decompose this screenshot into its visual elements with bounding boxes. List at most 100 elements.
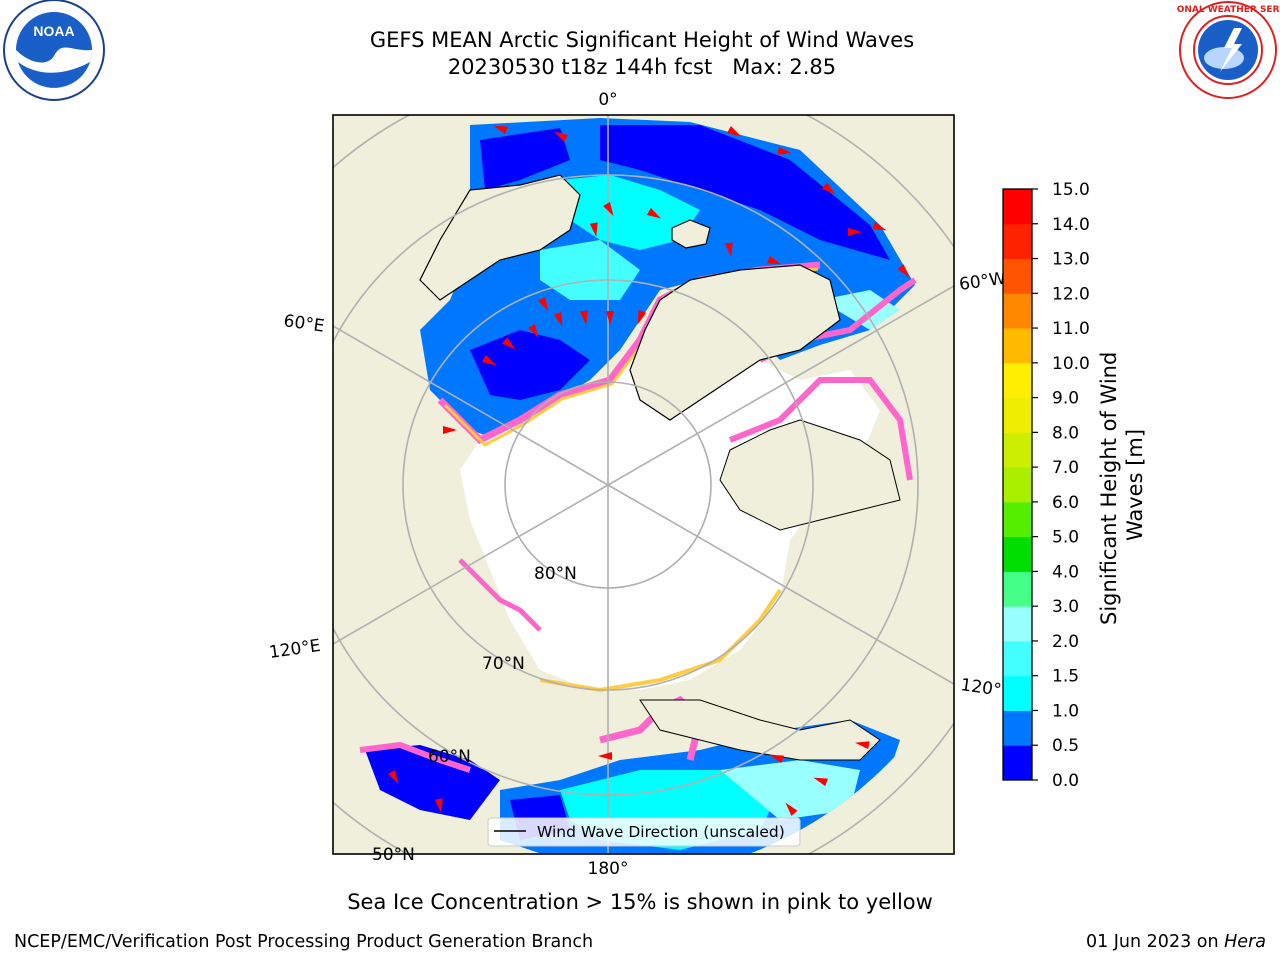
meridian-60w — [607, 285, 954, 486]
lat-label-80n: 80°N — [534, 564, 577, 584]
colorbar-swatch — [1003, 745, 1032, 781]
meridian-120e — [333, 484, 609, 645]
map-area: Wind Wave Direction (unscaled) — [333, 115, 954, 854]
wave-direction-arrow — [646, 208, 662, 219]
wave-direction-arrow — [724, 242, 733, 257]
wave-direction-arrow — [785, 802, 798, 816]
wave-direction-arrow — [813, 777, 828, 787]
wave-direction-arrow — [493, 125, 508, 135]
alaska — [639, 699, 881, 761]
direction-legend: Wind Wave Direction (unscaled) — [487, 817, 801, 847]
footer-host: Hera — [1224, 932, 1266, 952]
lat-label-60n: 60°N — [428, 747, 471, 767]
arctic-ice-interior — [460, 290, 880, 690]
canadian-archipelago — [719, 419, 901, 531]
colorbar-swatch — [1003, 328, 1032, 364]
wave-direction-arrow — [528, 323, 539, 339]
colorbar-swatch — [1003, 467, 1032, 503]
meridian-60e — [333, 325, 609, 486]
legend-label: Wind Wave Direction (unscaled) — [537, 823, 785, 841]
wave-direction-arrow — [726, 126, 742, 137]
colorbar-swatch — [1003, 223, 1032, 260]
colorbar-swatch — [1003, 640, 1032, 677]
colorbar-swatch — [1003, 675, 1032, 711]
wave-direction-arrow — [443, 426, 457, 434]
longitude-gridlines — [333, 115, 954, 854]
ice-edge-canadian — [728, 377, 913, 481]
nws-ring-text: NATIONAL WEATHER SERVICE — [1176, 5, 1280, 15]
wave-direction-arrow — [855, 741, 870, 750]
wave-direction-arrow — [897, 264, 910, 278]
colorbar-tick-label: 0.5 — [1052, 736, 1079, 756]
iceland — [671, 219, 711, 249]
colorbar-tick-label: 10.0 — [1052, 354, 1090, 374]
chart-title: GEFS MEAN Arctic Significant Height of W… — [369, 28, 915, 52]
wave-direction-arrow — [589, 222, 598, 237]
wave-direction-arrow — [553, 312, 563, 327]
colorbar-tick-label: 0.0 — [1052, 771, 1079, 791]
wave-direction-arrow — [606, 311, 614, 325]
colorbar: 0.0 0.5 1.0 1.5 2.0 3.0 4.0 5.0 6.0 7.0 8.0 9.0 10.0… — [1002, 180, 1090, 791]
colorbar-tick-label: 9.0 — [1052, 389, 1079, 409]
ice-edge-beaufort — [539, 588, 782, 693]
colorbar-tick-label: 4.0 — [1052, 562, 1079, 582]
wave-direction-arrow — [872, 221, 887, 231]
colorbar-swatch — [1003, 501, 1032, 538]
wave-direction-arrow — [637, 310, 647, 325]
wave-direction-arrow — [769, 754, 784, 764]
colorbar-swatch — [1003, 432, 1032, 468]
wave-region-cyan-3 — [820, 290, 900, 330]
colorbar-tick-label: 11.0 — [1052, 319, 1090, 339]
wave-direction-arrow — [553, 131, 569, 142]
lon-label-120e: 120°E — [268, 636, 322, 663]
colorbar-tick-label: 15.0 — [1052, 180, 1090, 200]
scandinavia — [419, 174, 581, 301]
lon-label-180: 180° — [588, 859, 629, 879]
lat-label-50n: 50°N — [372, 845, 415, 865]
wave-direction-arrow — [434, 798, 443, 813]
noaa-logo-text: NOAA — [33, 23, 74, 39]
wave-direction-arrow — [603, 201, 614, 217]
wave-direction-arrow — [777, 146, 792, 155]
wave-direction-arrow — [598, 752, 612, 760]
sea-ice-caption: Sea Ice Concentration > 15% is shown in … — [347, 890, 933, 914]
wave-direction-arrow — [767, 255, 782, 265]
colorbar-tick-label: 2.0 — [1052, 632, 1079, 652]
lat-label-70n: 70°N — [482, 654, 525, 674]
wave-direction-arrow — [481, 355, 497, 366]
colorbar-swatch — [1003, 189, 1032, 225]
colorbar-tick-label: 3.0 — [1052, 597, 1079, 617]
colorbar-swatch — [1003, 606, 1032, 642]
colorbar-swatch — [1003, 397, 1032, 433]
lon-label-60e: 60°E — [282, 311, 325, 336]
colorbar-tick-label: 13.0 — [1052, 250, 1090, 270]
lon-label-0: 0° — [598, 90, 617, 110]
nws-logo: NATIONAL WEATHER SERVICE — [1176, 1, 1280, 99]
colorbar-frame — [1002, 188, 1033, 781]
wave-region-deep-blue-2 — [480, 128, 570, 190]
colorbar-tick-label: 6.0 — [1052, 493, 1079, 513]
chart-subtitle: 20230530 t18z 144h fcst Max: 2.85 — [447, 55, 837, 79]
colorbar-swatch — [1003, 571, 1032, 607]
wave-region-pacific-light — [720, 760, 860, 820]
colorbar-tick-label: 1.0 — [1052, 701, 1079, 721]
wave-region-deep-blue-1 — [600, 125, 890, 260]
colorbar-swatch — [1003, 536, 1032, 572]
wave-direction-arrow — [502, 337, 516, 350]
lon-label-60w: 60°W — [958, 269, 1007, 295]
colorbar-swatch — [1003, 710, 1032, 746]
ice-edge-siberia — [458, 558, 542, 632]
wave-region-deep-blue-3 — [470, 330, 590, 400]
footer-date-text: 01 Jun 2023 on — [1085, 932, 1225, 952]
noaa-logo: NOAA — [3, 0, 105, 101]
colorbar-tick-label: 12.0 — [1052, 284, 1090, 304]
greenland — [629, 264, 841, 421]
wave-direction-arrow — [848, 228, 862, 236]
ice-edge-okhotsk — [359, 741, 471, 773]
wind-wave-arrows — [388, 125, 910, 816]
colorbar-tick-label: 14.0 — [1052, 215, 1090, 235]
colorbar-tick-label: 7.0 — [1052, 458, 1079, 478]
colorbar-swatch — [1003, 362, 1032, 399]
map-frame — [332, 114, 955, 855]
